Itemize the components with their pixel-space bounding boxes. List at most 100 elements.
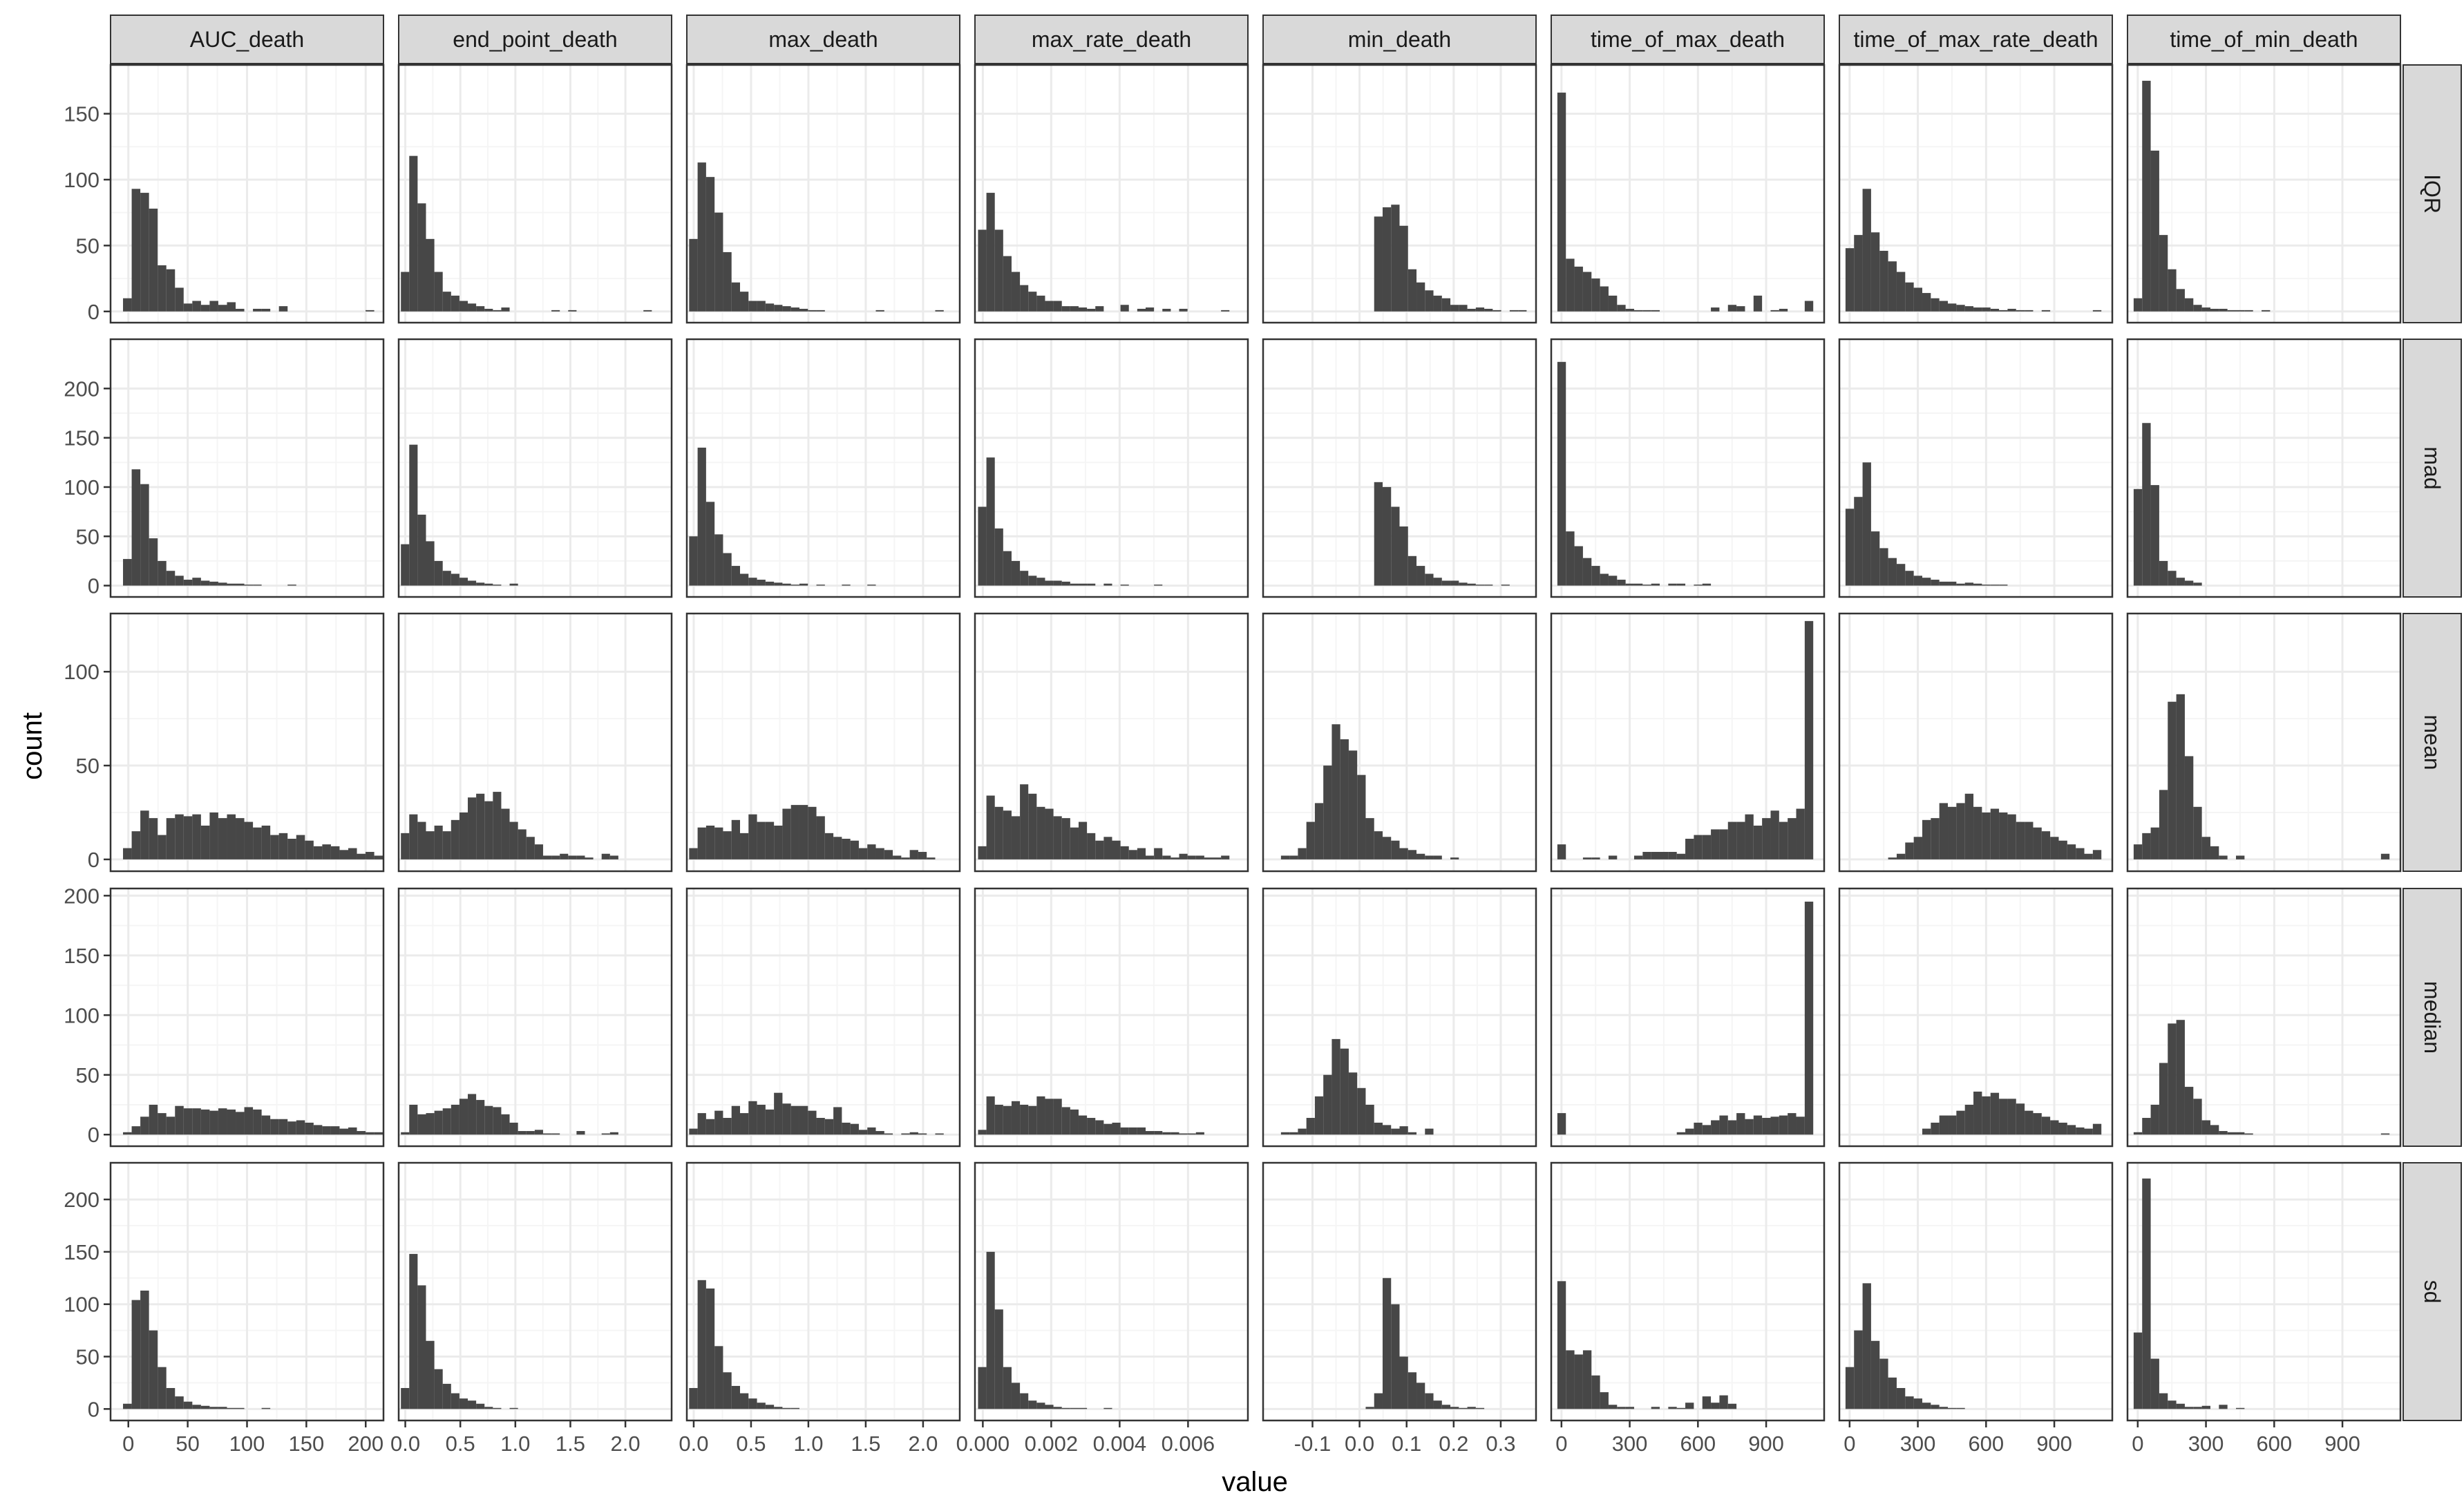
histogram-bar [2244,1133,2253,1135]
histogram-bar [1854,235,1863,312]
histogram-bar [1450,1407,1459,1409]
histogram-bar [2133,488,2143,586]
histogram-bar [816,816,825,859]
histogram-bar [484,308,493,312]
histogram-bar [2033,827,2042,859]
column-strip-label: AUC_death [190,27,304,52]
histogram-bar [1676,583,1686,586]
histogram-bar [2092,310,2102,312]
histogram-bar [2168,1023,2177,1135]
histogram-bar [253,308,262,312]
histogram-bar [2219,855,2228,859]
histogram-bar [609,855,618,859]
histogram-bar [1306,1118,1315,1135]
histogram-bar [1323,1074,1332,1135]
histogram-bar [1862,189,1871,312]
panel-border [1262,338,1537,598]
histogram-bar [1382,1277,1392,1409]
histogram-bar [2050,837,2059,859]
histogram-bar [183,1401,193,1409]
histogram-bar [697,1280,706,1409]
y-tick-label: 0 [88,1397,99,1421]
histogram-bar [1280,1132,1290,1135]
histogram-bar [1011,1382,1021,1409]
histogram-bar [893,855,902,859]
histogram-bar [1913,576,1922,586]
column-strip-label: time_of_max_death [1591,27,1785,52]
x-axis-title: value [1222,1467,1288,1497]
histogram-bar [493,1407,502,1409]
panel-end-point-death-mean [397,612,673,873]
panel-background [687,1163,960,1420]
histogram-bar [909,850,918,859]
histogram-bar [1028,292,1037,312]
panel-border [1262,612,1537,873]
histogram-bar [1154,848,1163,859]
histogram-bar [339,1128,348,1135]
histogram-bar [790,307,799,312]
panel-max-death-sd [685,1161,961,1422]
histogram-bar [261,1115,271,1135]
histogram-bar [2184,298,2194,312]
histogram-bar [192,814,201,859]
row-strips: IQR mad mean median sd [2403,64,2462,1421]
histogram-bar [689,1387,698,1409]
panel-time-of-max-rate-death-sd [1838,1161,2114,1422]
histogram-bar [2150,827,2159,859]
y-tick-label: 200 [64,1188,99,1212]
histogram-bar [714,1110,723,1135]
histogram-bar [330,846,340,859]
histogram-bar [459,301,468,312]
panel-auc-death-sd [109,1161,385,1422]
histogram-bar [501,1114,510,1135]
histogram-bar [697,447,706,586]
histogram-bar [2016,1103,2025,1135]
histogram-bar [1179,308,1188,312]
histogram-bar [1467,308,1476,312]
histogram-bar [417,821,426,859]
histogram-bar [305,840,314,859]
histogram-bar [1888,558,1897,586]
histogram-bar [1727,821,1737,859]
panel-auc-death-mean [109,612,385,873]
histogram-bar [374,855,383,859]
histogram-bar [1557,844,1566,859]
histogram-bar [131,831,141,859]
histogram-bar [1931,1405,1940,1409]
histogram-bar [1779,1115,1788,1135]
histogram-bar [209,812,218,859]
y-tick-label: 0 [88,300,99,324]
histogram-bar [200,305,210,312]
histogram-bar [1702,1125,1712,1135]
histogram-bar [366,1132,375,1135]
histogram-bar [1642,310,1651,312]
panel-background [399,888,672,1146]
panel-border [2126,338,2402,598]
histogram-bar [509,821,518,859]
histogram-bar [1433,578,1442,586]
histogram-bar [192,301,201,312]
histogram-bar [1956,583,1965,586]
histogram-bar [1306,821,1315,859]
histogram-bar [1931,298,1940,312]
histogram-bar [1956,1110,1965,1135]
histogram-bar [1770,1116,1779,1135]
histogram-bar [442,831,451,859]
histogram-bar [1425,1128,1434,1135]
histogram-bar [1642,852,1651,859]
histogram-bar [782,306,791,312]
histogram-bar [714,1346,723,1409]
histogram-bar [417,203,426,312]
histogram-bar [1625,308,1634,312]
histogram-bar [1095,840,1104,859]
histogram-bar [978,229,987,312]
histogram-bar [476,306,485,312]
histogram-bar [1374,216,1383,312]
histogram-bar [1433,295,1442,312]
row-strip-label: mean [2420,714,2445,770]
histogram-bar [218,305,227,312]
histogram-bar [1608,576,1618,586]
histogram-bar [357,853,366,859]
histogram-bar [2133,1132,2143,1135]
column-strip-label: max_death [768,27,878,52]
